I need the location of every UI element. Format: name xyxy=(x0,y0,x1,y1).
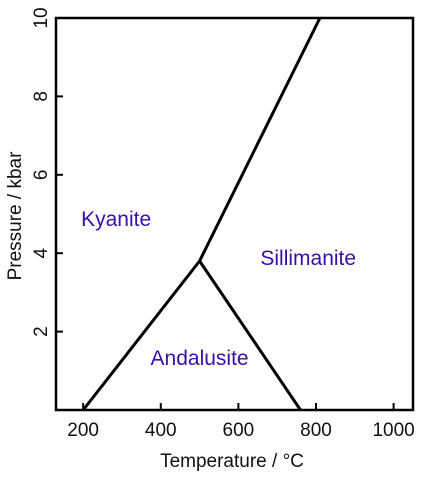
x-tick-label-1000: 1000 xyxy=(372,420,414,441)
x-tick-label-800: 800 xyxy=(300,420,332,441)
x-tick-label-400: 400 xyxy=(145,420,177,441)
boundary-kyanite-andalusite xyxy=(82,260,201,411)
y-tick-label-6: 6 xyxy=(31,170,52,181)
field-label-kyanite: Kyanite xyxy=(81,208,151,231)
y-tick-label-4: 4 xyxy=(31,247,52,258)
x-tick-label-600: 600 xyxy=(223,420,255,441)
x-tick-label-200: 200 xyxy=(67,420,99,441)
boundary-andalusite-sillimanite xyxy=(198,260,302,411)
y-tick-label-8: 8 xyxy=(31,91,52,102)
field-label-andalusite: Andalusite xyxy=(151,347,249,370)
x-axis-title: Temperature / °C xyxy=(160,451,304,472)
plot-frame xyxy=(54,16,415,412)
y-tick-label-2: 2 xyxy=(31,326,52,337)
y-axis-title: Pressure / kbar xyxy=(5,151,26,280)
boundary-kyanite-sillimanite xyxy=(198,17,322,262)
field-label-sillimanite: Sillimanite xyxy=(260,247,356,270)
y-tick-label-10: 10 xyxy=(31,7,52,28)
